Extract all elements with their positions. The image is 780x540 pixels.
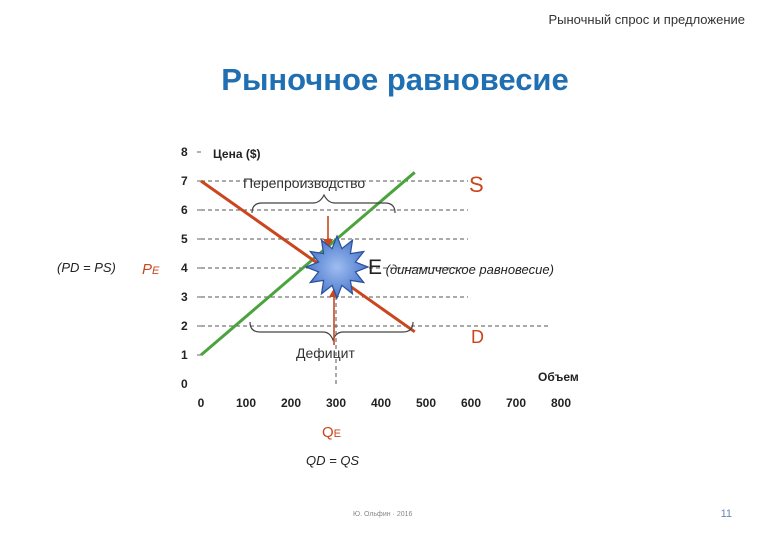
y-tick-label: 2 <box>181 319 188 333</box>
x-tick-label: 700 <box>506 396 526 410</box>
x-axis-label: Объем <box>538 370 579 384</box>
x-tick-label: 100 <box>236 396 256 410</box>
price-equality-label: (PD = PS) <box>57 260 116 275</box>
x-tick-label: 800 <box>551 396 571 410</box>
x-tick-label: 300 <box>326 396 346 410</box>
demand-curve <box>200 179 416 334</box>
x-tick-label: 600 <box>461 396 481 410</box>
x-tick-label: 400 <box>371 396 391 410</box>
slide-title: Рыночное равновесие <box>221 62 569 97</box>
page-number: 11 <box>720 508 732 520</box>
y-tick-label: 8 <box>181 145 188 159</box>
y-tick-label: 3 <box>181 290 188 304</box>
y-tick-label: 0 <box>181 377 188 391</box>
surplus-label: Перепроизводство <box>243 175 365 191</box>
pe-main: P <box>142 261 152 278</box>
slide-subtitle: Рыночный спрос и предложение <box>548 12 745 27</box>
shortage-label: Дефицит <box>296 345 355 361</box>
demand-label: D <box>471 327 484 347</box>
surplus-arrowhead <box>323 239 333 248</box>
supply-label: S <box>469 172 484 197</box>
footer-credit: Ю. Ольфин · 2016 <box>353 511 413 518</box>
qe-main: Q <box>322 424 334 441</box>
surplus-brace <box>251 193 396 214</box>
equilibrium-label: E (динамическое равновесие) <box>368 256 554 279</box>
pe-sub: E <box>152 265 160 277</box>
shortage-brace <box>249 321 414 342</box>
x-tick-label: 200 <box>281 396 301 410</box>
x-tick-label: 0 <box>198 396 205 410</box>
quantity-equality-label: QD = QS <box>306 453 359 468</box>
y-tick-label: 6 <box>181 203 188 217</box>
x-tick-label: 500 <box>416 396 436 410</box>
y-tick-label: 1 <box>181 348 188 362</box>
equilibrium-note: (динамическое равновесие) <box>382 262 554 277</box>
pe-label: PE <box>142 261 160 278</box>
y-axis-label: Цена ($) <box>213 147 261 161</box>
equilibrium-letter: E <box>368 256 382 279</box>
qe-label: QE <box>322 424 341 441</box>
y-tick-label: 4 <box>181 261 188 275</box>
y-tick-label: 7 <box>181 174 188 188</box>
qe-sub: E <box>334 428 341 440</box>
equilibrium-star <box>304 234 370 300</box>
y-tick-label: 5 <box>181 232 188 246</box>
